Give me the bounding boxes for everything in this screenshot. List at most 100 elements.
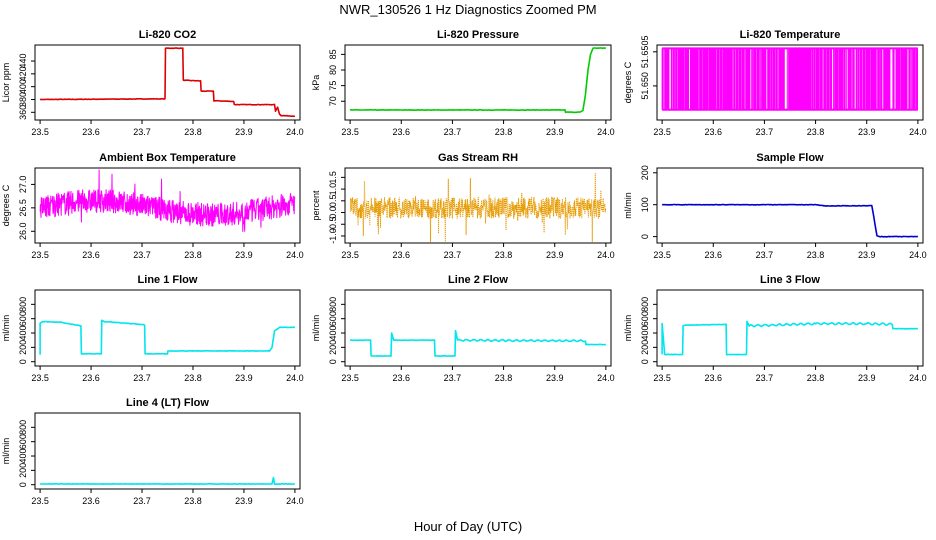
- x-tick-label: 23.6: [393, 127, 411, 137]
- y-tick-label: 51.6505: [640, 36, 650, 69]
- x-tick-label: 23.6: [82, 250, 100, 260]
- y-tick-label: 200: [640, 165, 650, 180]
- plot-frame: [656, 44, 924, 121]
- x-tick-label: 23.5: [31, 373, 49, 383]
- y-tick-label: 440: [18, 54, 28, 69]
- x-tick-label: 23.7: [133, 127, 151, 137]
- series-line: [39, 47, 295, 118]
- y-tick-label: -1.0: [328, 228, 338, 244]
- y-tick-label: 800: [640, 297, 650, 312]
- y-tick-label: 51.650: [640, 72, 650, 100]
- plot-frame: [34, 167, 301, 244]
- y-tick-label: 200: [640, 340, 650, 355]
- y-axis-label: ml/min: [1, 438, 11, 465]
- plot-area: [39, 169, 296, 233]
- y-tick-label: -0.5: [328, 216, 338, 232]
- y-tick-label: 0: [328, 359, 338, 364]
- panel-line2-flow: Line 2 Flow ml/min 23.5 23.6 23.7 23.8 23.9 24.…: [311, 274, 615, 383]
- y-tick-label: 70: [328, 96, 338, 106]
- panel-gas-stream-rh: Gas Stream RH percent 23.5 23.6 23.7 23.8 23.9…: [311, 152, 615, 260]
- y-tick-label: 80: [328, 65, 338, 75]
- y-tick-label: 200: [328, 340, 338, 355]
- y-tick-label: 800: [18, 420, 28, 435]
- panel-title: Li-820 CO2: [139, 29, 196, 41]
- x-tick-label: 23.8: [184, 496, 202, 506]
- x-tick-label: 23.5: [653, 127, 671, 137]
- x-tick-label: 23.9: [858, 250, 876, 260]
- x-tick-label: 23.7: [133, 250, 151, 260]
- series-line: [349, 172, 607, 242]
- x-tick-label: 23.7: [756, 373, 774, 383]
- y-tick-label: 400: [640, 326, 650, 341]
- panel-title: Line 4 (LT) Flow: [126, 397, 209, 409]
- panel-title: Line 2 Flow: [448, 274, 508, 286]
- y-tick-label: 75: [328, 81, 338, 91]
- x-tick-label: 24.0: [286, 127, 304, 137]
- plot-area: [349, 329, 606, 357]
- x-tick-label: 23.9: [235, 373, 253, 383]
- panel-line3-flow: Line 3 Flow ml/min 23.5 23.6 23.7 23.8 23.9 24.…: [623, 274, 927, 383]
- panel-line1-flow: Line 1 Flow ml/min 23.5 23.6 23.7 23.8 23.9 24.…: [1, 274, 304, 383]
- y-tick-label: 0.5: [328, 195, 338, 208]
- x-tick-label: 23.7: [444, 127, 462, 137]
- y-tick-label: 26.5: [18, 199, 28, 217]
- x-tick-label: 23.6: [705, 250, 723, 260]
- y-tick-label: 0: [640, 359, 650, 364]
- y-axis-label: Licor ppm: [1, 63, 11, 103]
- plot-area: [39, 319, 295, 355]
- y-tick-label: 200: [18, 340, 28, 355]
- y-tick-label: 400: [328, 326, 338, 341]
- x-tick-label: 23.9: [235, 127, 253, 137]
- x-tick-label: 23.5: [31, 250, 49, 260]
- x-tick-label: 23.8: [495, 250, 513, 260]
- plot-area: [349, 47, 606, 114]
- y-axis-label: ml/min: [1, 315, 11, 342]
- plot-area: [39, 476, 295, 485]
- x-tick-label: 23.9: [546, 373, 564, 383]
- y-tick-label: 600: [640, 311, 650, 326]
- series-line: [661, 48, 918, 110]
- x-tick-label: 24.0: [286, 373, 304, 383]
- x-tick-label: 23.6: [82, 373, 100, 383]
- x-tick-label: 24.0: [597, 127, 615, 137]
- x-tick-label: 23.8: [184, 127, 202, 137]
- x-tick-label: 23.5: [341, 373, 359, 383]
- y-tick-label: 0.0: [328, 206, 338, 219]
- x-tick-label: 23.6: [705, 127, 723, 137]
- x-tick-label: 23.6: [705, 373, 723, 383]
- plot-area: [39, 47, 295, 118]
- y-tick-label: 400: [18, 79, 28, 94]
- x-tick-label: 24.0: [597, 250, 615, 260]
- x-tick-label: 23.5: [653, 250, 671, 260]
- series-line: [662, 203, 918, 238]
- figure-title: NWR_130526 1 Hz Diagnostics Zoomed PM: [339, 2, 596, 17]
- y-axis-label: degrees C: [1, 184, 11, 226]
- plot-area: [349, 172, 607, 242]
- x-tick-label: 23.5: [31, 127, 49, 137]
- panel-title: Line 1 Flow: [138, 274, 198, 286]
- series-baseline: [662, 47, 918, 111]
- x-tick-label: 24.0: [909, 127, 927, 137]
- y-tick-label: 0: [18, 482, 28, 487]
- plot-frame: [344, 289, 612, 367]
- x-tick-label: 23.8: [495, 373, 513, 383]
- series-line: [39, 476, 295, 485]
- series-line: [39, 169, 296, 233]
- x-tick-label: 23.9: [858, 373, 876, 383]
- x-tick-label: 23.9: [235, 496, 253, 506]
- y-tick-label: 400: [18, 449, 28, 464]
- y-axis-label: degrees C: [623, 61, 633, 103]
- panel-title: Li-820 Temperature: [740, 29, 841, 41]
- panel-line4-lt-flow: Line 4 (LT) Flow ml/min 23.5 23.6 23.7 23.8 23…: [1, 397, 304, 506]
- x-tick-label: 23.9: [546, 127, 564, 137]
- y-axis-label: ml/min: [623, 192, 633, 219]
- y-tick-label: 0: [640, 234, 650, 239]
- y-tick-label: 0: [18, 359, 28, 364]
- plot-frame: [344, 44, 612, 121]
- series-line: [661, 320, 919, 356]
- x-tick-label: 24.0: [909, 373, 927, 383]
- x-tick-label: 23.7: [133, 496, 151, 506]
- y-axis-label: percent: [311, 190, 321, 221]
- y-tick-label: 27.0: [18, 176, 28, 194]
